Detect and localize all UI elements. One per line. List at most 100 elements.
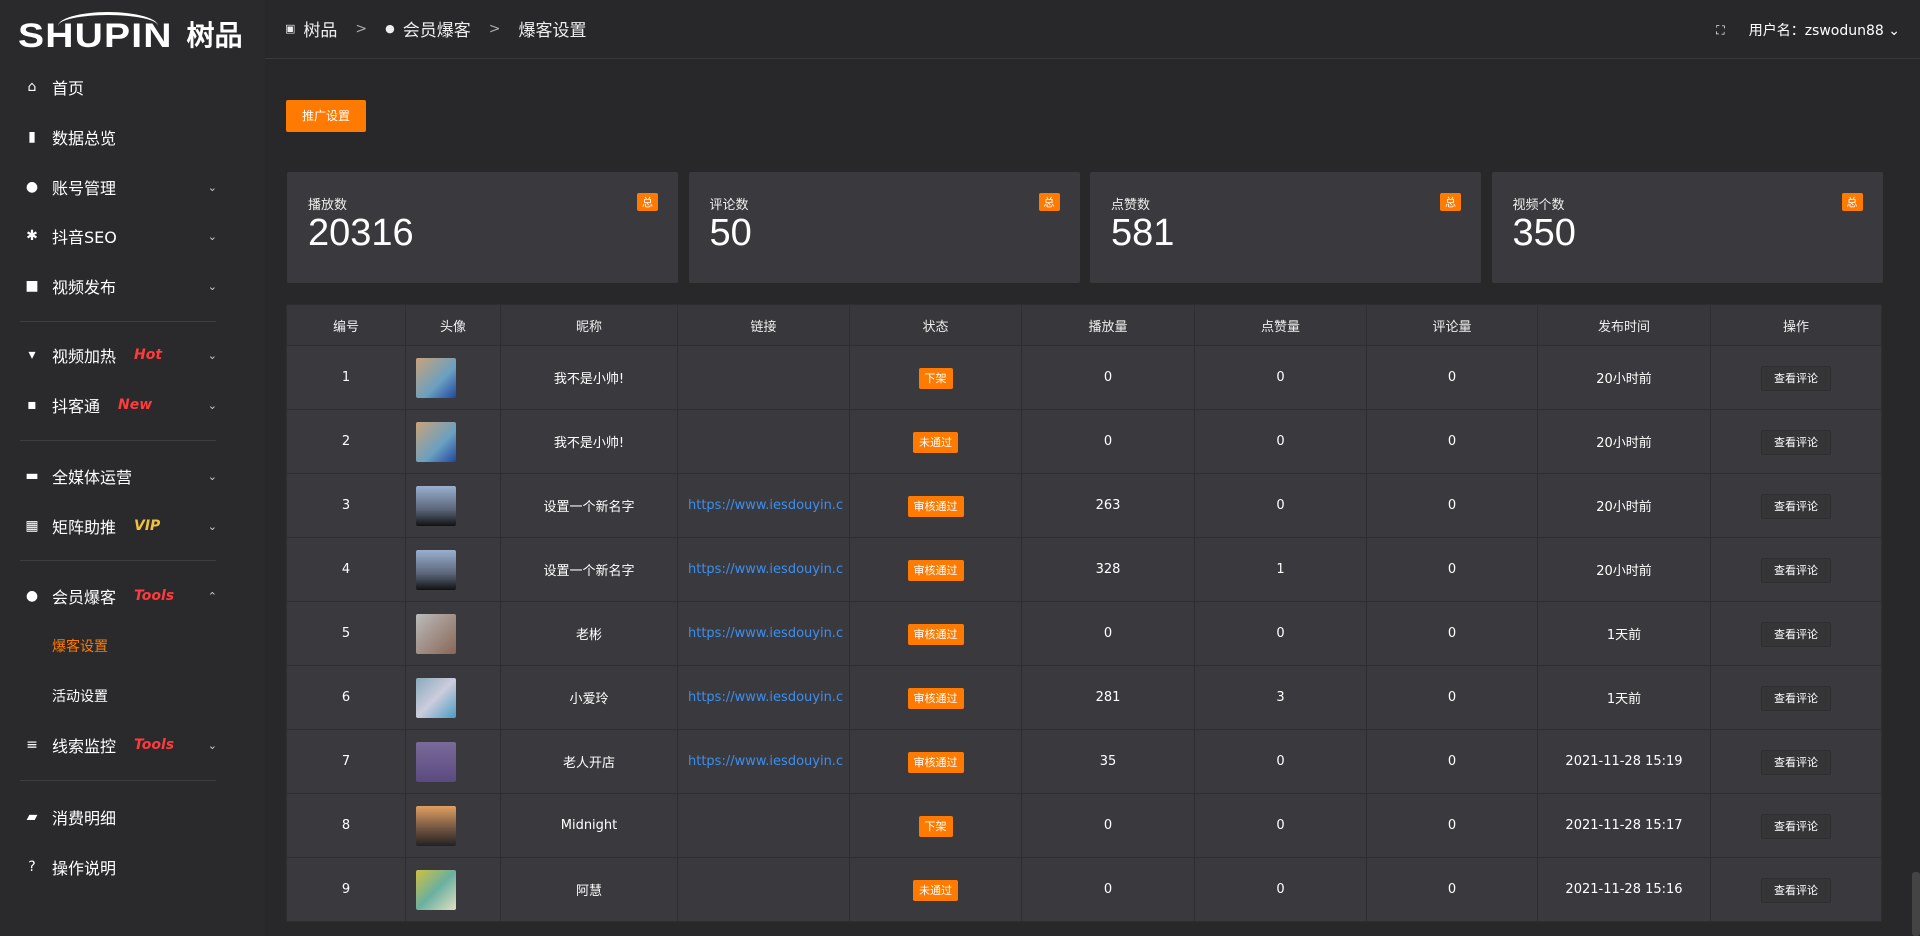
likes: 0 [1194, 345, 1367, 410]
view-comments-button[interactable]: 查看评论 [1761, 685, 1831, 711]
row-id: 4 [286, 537, 406, 602]
view-comments-button[interactable]: 查看评论 [1761, 557, 1831, 583]
chevron-icon: ⌄ [207, 279, 217, 293]
gear-icon: ✱ [26, 228, 38, 244]
video-link[interactable]: https://www.iesdouyin.c [677, 729, 850, 794]
video-link[interactable] [677, 345, 850, 410]
fullscreen-icon[interactable]: ⛶ [1716, 22, 1725, 37]
view-comments-button[interactable]: 查看评论 [1761, 365, 1831, 391]
view-comments-button[interactable]: 查看评论 [1761, 621, 1831, 647]
comments: 0 [1366, 345, 1538, 410]
sidebar-tag: Hot [134, 347, 163, 363]
publish-time: 2021-11-28 15:17 [1537, 793, 1711, 858]
likes: 0 [1194, 857, 1367, 922]
sidebar-item[interactable]: ■ 视频发布 ⌄ [0, 266, 265, 306]
nickname: 设置一个新名字 [500, 537, 678, 602]
nickname: 老人开店 [500, 729, 678, 794]
view-comments-button[interactable]: 查看评论 [1761, 813, 1831, 839]
comments: 0 [1366, 857, 1538, 922]
video-link[interactable]: https://www.iesdouyin.c [677, 665, 850, 730]
video-link[interactable] [677, 409, 850, 474]
nickname: 我不是小帅! [500, 345, 678, 410]
avatar [416, 805, 456, 846]
row-id: 6 [286, 665, 406, 730]
status-badge: 下架 [918, 815, 953, 837]
sidebar-item[interactable]: ▰ 消费明细 [0, 797, 265, 837]
monitor-icon: ▬ [25, 468, 39, 484]
sidebar-item[interactable]: ▾ 视频加热 Hot ⌄ [0, 335, 265, 375]
plays: 0 [1021, 345, 1195, 410]
video-link[interactable] [677, 793, 850, 858]
sidebar-item-label: 线索监控 [52, 737, 117, 756]
chevron-icon: ⌄ [207, 519, 217, 533]
divider [20, 321, 216, 322]
publish-time: 20小时前 [1537, 473, 1711, 538]
avatar [416, 485, 456, 526]
sidebar-item-label: 会员爆客 [52, 588, 117, 607]
row-id: 3 [286, 473, 406, 538]
sidebar-item[interactable]: ● 会员爆客 Tools ⌃ [0, 576, 265, 616]
stat-label: 视频个数 [1512, 198, 1565, 213]
sidebar-subitem[interactable]: 活动设置 [52, 689, 108, 705]
home-icon: ⌂ [27, 79, 37, 95]
sidebar-subitem[interactable]: 爆客设置 [52, 639, 108, 655]
row-id: 1 [286, 345, 406, 410]
sidebar-item[interactable]: ● 账号管理 ⌄ [0, 167, 265, 207]
sidebar-item[interactable]: ▪ 抖客通 New ⌄ [0, 385, 265, 425]
video-link[interactable]: https://www.iesdouyin.c [677, 601, 850, 666]
comments: 0 [1366, 601, 1538, 666]
view-comments-button[interactable]: 查看评论 [1761, 493, 1831, 519]
column-header: 链接 [677, 304, 850, 346]
bar-chart-icon: ▮ [28, 129, 36, 145]
stat-label: 点赞数 [1111, 198, 1151, 213]
user-menu[interactable]: 用户名：zswodun88 ⌄ [1748, 23, 1900, 39]
status-badge: 未通过 [913, 879, 958, 901]
chevron-right-icon: > [488, 20, 501, 37]
row-id: 7 [286, 729, 406, 794]
column-header: 评论量 [1366, 304, 1538, 346]
logo[interactable]: SHUPIN 树品 [18, 12, 242, 54]
plays: 328 [1021, 537, 1195, 602]
scrollbar[interactable] [1912, 872, 1920, 936]
sidebar-item[interactable]: ▬ 全媒体运营 ⌄ [0, 456, 265, 496]
stat-card: 播放数 20316 总 [287, 172, 678, 283]
promo-settings-button[interactable]: 推广设置 [286, 100, 366, 132]
sidebar-item-label: 抖音SEO [52, 228, 117, 247]
sidebar-item[interactable]: ? 操作说明 [0, 847, 265, 887]
publish-time: 20小时前 [1537, 537, 1711, 602]
publish-time: 2021-11-28 15:16 [1537, 857, 1711, 922]
comments: 0 [1366, 537, 1538, 602]
breadcrumb-item[interactable]: 树品 [303, 21, 338, 41]
video-link[interactable]: https://www.iesdouyin.c [677, 537, 850, 602]
publish-time: 20小时前 [1537, 345, 1711, 410]
video-link[interactable] [677, 857, 850, 922]
plays: 263 [1021, 473, 1195, 538]
sidebar-item-label: 操作说明 [52, 859, 117, 878]
column-header: 编号 [286, 304, 406, 346]
view-comments-button[interactable]: 查看评论 [1761, 749, 1831, 775]
publish-time: 2021-11-28 15:19 [1537, 729, 1711, 794]
breadcrumb-item[interactable]: 会员爆客 [402, 21, 471, 41]
chevron-icon: ⌄ [207, 180, 217, 194]
publish-time: 1天前 [1537, 665, 1711, 730]
nickname: 阿慧 [500, 857, 678, 922]
chevron-right-icon: > [355, 20, 368, 37]
table-row: 6 小爱玲 https://www.iesdouyin.c 审核通过 281 3… [286, 665, 1882, 730]
view-comments-button[interactable]: 查看评论 [1761, 429, 1831, 455]
nickname: 老彬 [500, 601, 678, 666]
publish-time: 1天前 [1537, 601, 1711, 666]
column-header: 操作 [1710, 304, 1882, 346]
sidebar-item-label: 消费明细 [52, 809, 117, 828]
sidebar-item[interactable]: ✱ 抖音SEO ⌄ [0, 216, 265, 256]
sidebar-item[interactable]: ⌂ 首页 [0, 67, 265, 107]
sidebar-item[interactable]: ≡ 线索监控 Tools ⌄ [0, 725, 265, 765]
video-link[interactable]: https://www.iesdouyin.c [677, 473, 850, 538]
sidebar-item[interactable]: ▮ 数据总览 [0, 117, 265, 157]
view-comments-button[interactable]: 查看评论 [1761, 877, 1831, 903]
sidebar-item[interactable]: ▦ 矩阵助推 VIP ⌄ [0, 506, 265, 546]
column-header: 播放量 [1021, 304, 1195, 346]
user-icon: ● [25, 179, 39, 195]
easel-icon: ▾ [28, 347, 36, 363]
table-row: 8 Midnight 下架 0 0 0 2021-11-28 15:17 查看评… [286, 793, 1882, 858]
table-row: 2 我不是小帅! 未通过 0 0 0 20小时前 查看评论 [286, 409, 1882, 474]
